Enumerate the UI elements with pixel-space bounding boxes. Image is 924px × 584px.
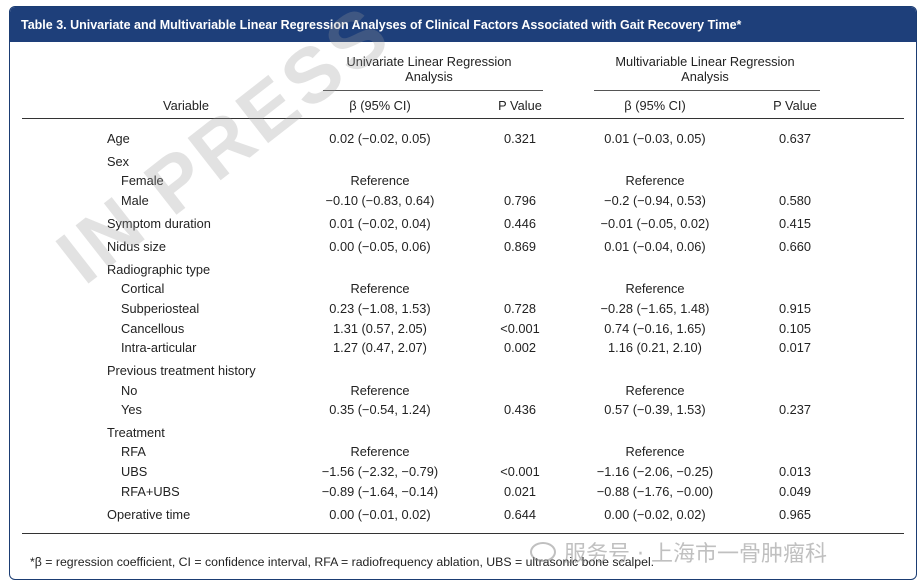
row-uni-beta: Reference <box>350 383 410 398</box>
table-frame: Table 3. Univariate and Multivariable Li… <box>9 6 917 580</box>
row-uni-beta: Reference <box>350 173 410 188</box>
row-label: RFA <box>121 444 146 459</box>
row-label: Operative time <box>107 507 191 522</box>
row-uni-p: <0.001 <box>500 321 540 336</box>
row-label: UBS <box>121 464 148 479</box>
row-multi-beta: −0.01 (−0.05, 0.02) <box>600 216 710 231</box>
row-uni-beta: −1.56 (−2.32, −0.79) <box>321 464 439 479</box>
row-uni-p: 0.321 <box>503 131 537 146</box>
row-label: Male <box>121 193 149 208</box>
row-uni-p: 0.644 <box>503 507 537 522</box>
brand-watermark-text: 服务号 · 上海市一骨肿瘤科 <box>564 542 827 567</box>
table-title: Table 3. Univariate and Multivariable Li… <box>10 7 916 42</box>
row-uni-beta: Reference <box>350 444 410 459</box>
row-uni-beta: 0.00 (−0.01, 0.02) <box>329 507 431 522</box>
row-multi-beta: 0.01 (−0.03, 0.05) <box>604 131 706 146</box>
group-underline-multivariable <box>594 90 820 91</box>
row-uni-p: 0.446 <box>503 216 537 231</box>
row-uni-beta: 1.27 (0.47, 2.07) <box>333 340 427 355</box>
row-multi-p: 0.580 <box>778 193 812 208</box>
row-label: Cortical <box>121 281 165 296</box>
group-header-multivariable-line1: Multivariable Linear Regression <box>615 54 795 69</box>
row-multi-p: 0.965 <box>778 507 812 522</box>
row-uni-p: 0.002 <box>503 340 537 355</box>
header-variable: Variable <box>163 98 210 113</box>
row-multi-beta: 0.00 (−0.02, 0.02) <box>604 507 706 522</box>
row-uni-p: 0.796 <box>503 193 537 208</box>
row-label: Nidus size <box>107 239 167 254</box>
row-multi-p: 0.105 <box>778 321 812 336</box>
row-label: RFA+UBS <box>121 484 180 499</box>
row-label: Treatment <box>107 425 165 440</box>
row-label: Radiographic type <box>107 262 211 277</box>
row-multi-beta: −1.16 (−2.06, −0.25) <box>596 464 714 479</box>
row-multi-beta: 0.74 (−0.16, 1.65) <box>604 321 706 336</box>
row-label: No <box>121 383 138 398</box>
row-label: Female <box>121 173 164 188</box>
row-multi-p: 0.049 <box>778 484 812 499</box>
brand-watermark: 服务号 · 上海市一骨肿瘤科 <box>530 536 827 568</box>
footnote: *β = regression coefficient, CI = confid… <box>30 555 655 569</box>
row-multi-beta: −0.2 (−0.94, 0.53) <box>604 193 706 208</box>
row-multi-beta: −0.28 (−1.65, 1.48) <box>600 301 710 316</box>
header-uni-beta: β (95% CI) <box>349 98 411 113</box>
row-multi-p: 0.415 <box>778 216 812 231</box>
row-multi-beta: Reference <box>625 383 685 398</box>
row-uni-beta: 1.31 (0.57, 2.05) <box>333 321 427 336</box>
row-label: Previous treatment history <box>107 363 256 378</box>
row-label: Intra-articular <box>121 340 197 355</box>
row-multi-p: 0.660 <box>778 239 812 254</box>
group-header-multivariable-line2: Analysis <box>681 69 729 84</box>
row-uni-beta: −0.10 (−0.83, 0.64) <box>325 193 435 208</box>
row-multi-beta: −0.88 (−1.76, −0.00) <box>596 484 714 499</box>
group-header-univariate-line2: Analysis <box>405 69 453 84</box>
row-multi-beta: 0.01 (−0.04, 0.06) <box>604 239 706 254</box>
row-label: Cancellous <box>121 321 185 336</box>
row-uni-p: <0.001 <box>500 464 540 479</box>
group-header-univariate: Univariate Linear Regression Analysis <box>323 54 535 84</box>
row-multi-p: 0.637 <box>778 131 812 146</box>
row-uni-beta: −0.89 (−1.64, −0.14) <box>321 484 439 499</box>
header-uni-p: P Value <box>498 98 542 113</box>
row-uni-beta: 0.01 (−0.02, 0.04) <box>329 216 431 231</box>
header-multi-p: P Value <box>773 98 817 113</box>
row-label: Sex <box>107 154 130 169</box>
row-uni-beta: 0.23 (−1.08, 1.53) <box>329 301 431 316</box>
header-rule <box>22 118 904 119</box>
group-header-univariate-line1: Univariate Linear Regression <box>346 54 512 69</box>
row-uni-p: 0.869 <box>503 239 537 254</box>
row-uni-beta: 0.02 (−0.02, 0.05) <box>329 131 431 146</box>
row-multi-p: 0.013 <box>778 464 812 479</box>
row-label: Age <box>107 131 130 146</box>
row-label: Subperiosteal <box>121 301 200 316</box>
row-multi-beta: Reference <box>625 444 685 459</box>
group-header-multivariable: Multivariable Linear Regression Analysis <box>595 54 815 84</box>
row-multi-beta: Reference <box>625 281 685 296</box>
group-underline-univariate <box>323 90 543 91</box>
row-multi-beta: 1.16 (0.21, 2.10) <box>608 340 702 355</box>
bottom-rule <box>22 533 904 534</box>
row-multi-p: 0.915 <box>778 301 812 316</box>
row-multi-beta: 0.57 (−0.39, 1.53) <box>604 402 706 417</box>
row-uni-p: 0.436 <box>503 402 537 417</box>
row-uni-beta: 0.00 (−0.05, 0.06) <box>329 239 431 254</box>
row-uni-p: 0.021 <box>503 484 537 499</box>
row-label: Yes <box>121 402 142 417</box>
row-multi-p: 0.237 <box>778 402 812 417</box>
row-uni-beta: Reference <box>350 281 410 296</box>
row-uni-beta: 0.35 (−0.54, 1.24) <box>329 402 431 417</box>
row-multi-beta: Reference <box>625 173 685 188</box>
row-multi-p: 0.017 <box>778 340 812 355</box>
wechat-icon <box>530 542 556 562</box>
row-uni-p: 0.728 <box>503 301 537 316</box>
row-label: Symptom duration <box>107 216 211 231</box>
header-multi-beta: β (95% CI) <box>624 98 686 113</box>
